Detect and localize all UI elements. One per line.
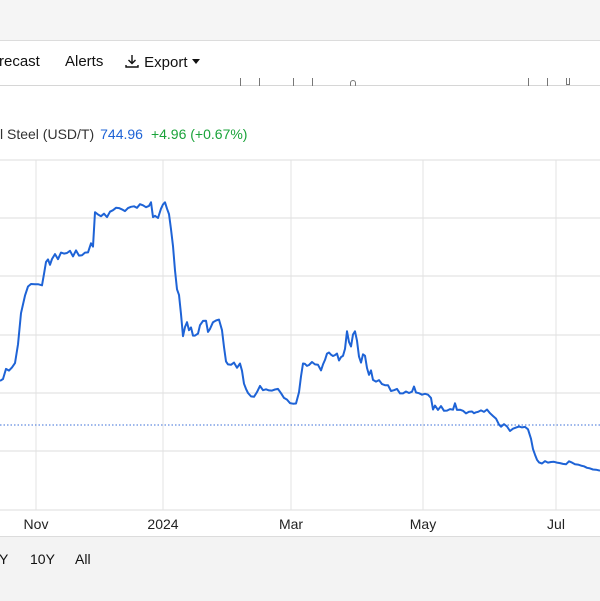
range-button-10y[interactable]: 10Y [30, 551, 55, 567]
download-icon [125, 55, 139, 68]
forecast-button[interactable]: recast [0, 53, 40, 70]
legend-change: +4.96 (+0.67%) [150, 126, 248, 142]
export-button[interactable]: Export [124, 53, 200, 71]
x-tick-label: 2024 [147, 516, 178, 532]
export-label: Export [144, 54, 188, 71]
x-tick-label: Mar [279, 516, 303, 532]
chart-area[interactable] [0, 86, 600, 536]
x-tick-label: May [410, 516, 436, 532]
caret-down-icon [191, 59, 200, 64]
chart-toolbar: recast Alerts Export [0, 41, 600, 86]
chart-legend: l Steel (USD/T) 744.96 +4.96 (+0.67%) [0, 126, 247, 142]
range-selector: Y 10Y All [0, 536, 600, 601]
window-top-bar [0, 0, 600, 41]
price-chart[interactable]: Nov 2024 Mar May Jul [0, 0, 600, 536]
x-tick-label: Nov [24, 516, 49, 532]
series-line [0, 201, 600, 472]
x-tick-label: Jul [547, 516, 565, 532]
alerts-button[interactable]: Alerts [65, 53, 104, 70]
legend-price: 744.96 [100, 126, 143, 142]
range-button-all[interactable]: All [75, 551, 91, 567]
range-button-y[interactable]: Y [0, 551, 9, 567]
tool-icon-5[interactable] [566, 78, 570, 85]
legend-series-name: l Steel (USD/T) [0, 126, 95, 142]
